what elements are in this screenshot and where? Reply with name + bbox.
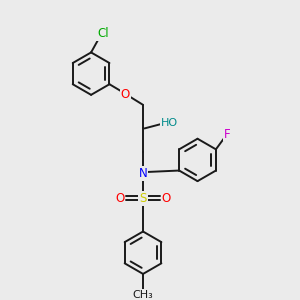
Text: S: S [139,192,147,205]
Text: O: O [121,88,130,101]
Text: F: F [224,128,231,140]
Text: O: O [115,192,124,205]
Text: CH₃: CH₃ [133,290,153,300]
Text: HO: HO [160,118,178,128]
Text: N: N [139,167,147,180]
Text: Cl: Cl [97,27,109,40]
Text: O: O [162,192,171,205]
